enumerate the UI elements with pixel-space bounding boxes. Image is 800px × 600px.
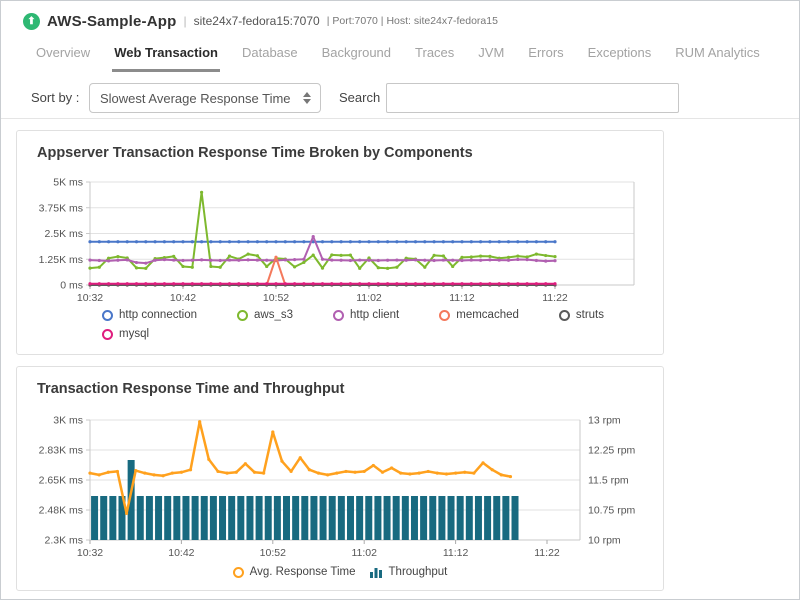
search-input[interactable]: [386, 83, 679, 113]
header-divider: |: [183, 14, 187, 28]
legend-label: http connection: [119, 309, 198, 321]
svg-text:11:02: 11:02: [356, 292, 382, 304]
legend-item-avg-response-time[interactable]: Avg. Response Time: [232, 566, 356, 578]
svg-text:10.75 rpm: 10.75 rpm: [588, 505, 636, 517]
series-marker-icon: [558, 309, 570, 321]
response-throughput-card: Transaction Response Time and Throughput…: [16, 366, 664, 591]
svg-text:5K ms: 5K ms: [53, 177, 83, 189]
series-marker-icon: [232, 566, 244, 578]
tab-errors[interactable]: Errors: [528, 45, 564, 60]
legend-item-struts[interactable]: struts: [558, 309, 605, 321]
svg-text:13 rpm: 13 rpm: [588, 415, 621, 427]
legend-item-http-client[interactable]: http client: [333, 309, 399, 321]
search-label: Search: [339, 90, 381, 105]
legend-item-aws-s3[interactable]: aws_s3: [237, 309, 293, 321]
legend-label: http client: [350, 309, 400, 321]
tab-exceptions[interactable]: Exceptions: [587, 45, 652, 60]
legend-item-memcached[interactable]: memcached: [439, 309, 519, 321]
tab-overview[interactable]: Overview: [36, 45, 91, 60]
legend-item-mysql[interactable]: mysql: [102, 328, 149, 340]
throughput-chart-legend: Avg. Response Time Throughput: [17, 566, 663, 578]
app-header: ⬆ AWS-Sample-App | site24x7-fedora15:707…: [23, 10, 498, 32]
svg-text:11.5 rpm: 11.5 rpm: [588, 475, 629, 487]
host-info: site24x7-fedora15:7070: [193, 14, 320, 28]
svg-text:2.65K ms: 2.65K ms: [39, 475, 83, 487]
legend-label: Throughput: [388, 566, 448, 578]
svg-text:10:32: 10:32: [77, 547, 103, 559]
sort-select-value: Slowest Average Response Time: [100, 90, 291, 106]
svg-text:10:52: 10:52: [263, 292, 289, 304]
port-host-meta: | Port:7070 | Host: site24x7-fedora15: [326, 15, 498, 27]
svg-text:12.25 rpm: 12.25 rpm: [588, 445, 636, 457]
svg-text:11:12: 11:12: [443, 547, 469, 559]
tab-database[interactable]: Database: [241, 45, 298, 60]
svg-text:2.83K ms: 2.83K ms: [39, 445, 83, 457]
legend-item-http-connection[interactable]: http connection: [102, 309, 197, 321]
legend-label: struts: [575, 309, 605, 321]
svg-text:10:52: 10:52: [260, 547, 286, 559]
svg-text:10:42: 10:42: [168, 547, 194, 559]
svg-text:0 ms: 0 ms: [60, 280, 83, 292]
bar-chart-icon: [369, 568, 382, 578]
svg-text:11:22: 11:22: [534, 547, 560, 559]
svg-text:3K ms: 3K ms: [53, 415, 83, 427]
legend-label: mysql: [119, 328, 150, 340]
tab-rum-analytics[interactable]: RUM Analytics: [675, 45, 760, 60]
series-marker-icon: [102, 309, 113, 321]
series-marker-icon: [439, 309, 451, 321]
svg-text:11:02: 11:02: [351, 547, 377, 559]
components-chart-legend: http connection aws_s3 http client memcache…: [102, 309, 667, 340]
svg-text:2.3K ms: 2.3K ms: [44, 535, 83, 547]
svg-text:2.48K ms: 2.48K ms: [39, 505, 83, 517]
sort-by-label: Sort by :: [31, 90, 80, 105]
monitor-status-up-icon: ⬆: [23, 12, 40, 30]
series-marker-icon: [102, 328, 113, 340]
app-title: AWS-Sample-App: [47, 12, 177, 30]
toolbar-separator: [1, 118, 799, 119]
svg-text:2.5K ms: 2.5K ms: [44, 228, 83, 240]
throughput-chart-canvas: 3K ms 13 rpm 2.83K ms 12.25 rpm 2.65K ms 11.5…: [39, 415, 636, 560]
tab-bar: Overview Web Transaction Database Backgroun…: [34, 45, 762, 72]
svg-text:11:12: 11:12: [449, 292, 475, 304]
sort-select[interactable]: Slowest Average Response Time: [89, 83, 321, 113]
svg-text:1.25K ms: 1.25K ms: [39, 254, 83, 266]
series-marker-icon: [333, 309, 345, 321]
tab-traces[interactable]: Traces: [415, 45, 455, 60]
series-marker-icon: [237, 309, 249, 321]
legend-label: Avg. Response Time: [249, 566, 356, 578]
throughput-chart-title: Transaction Response Time and Throughput: [37, 381, 345, 397]
legend-item-throughput[interactable]: Throughput: [369, 566, 448, 578]
legend-label: aws_s3: [254, 309, 294, 321]
components-chart-title: Appserver Transaction Response Time Brok…: [37, 145, 473, 161]
components-response-time-card: Appserver Transaction Response Time Brok…: [16, 130, 664, 355]
tab-background[interactable]: Background: [321, 45, 392, 60]
svg-text:11:22: 11:22: [542, 292, 568, 304]
tab-web-transaction[interactable]: Web Transaction: [112, 45, 220, 72]
svg-text:10:42: 10:42: [170, 292, 196, 304]
svg-text:10 rpm: 10 rpm: [588, 535, 621, 547]
svg-text:3.75K ms: 3.75K ms: [39, 202, 83, 214]
select-arrows-icon: [303, 92, 311, 104]
legend-label: memcached: [456, 309, 519, 321]
tab-jvm[interactable]: JVM: [478, 45, 505, 60]
svg-text:10:32: 10:32: [77, 292, 103, 304]
